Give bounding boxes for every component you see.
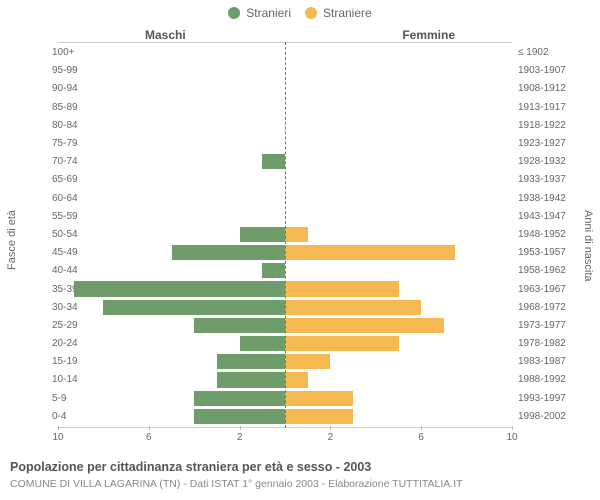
legend: Stranieri Straniere	[0, 6, 600, 20]
male-bar	[240, 227, 285, 242]
pyramid-row: 100+≤ 1902	[58, 44, 512, 62]
pyramid-row: 80-841918-1922	[58, 117, 512, 135]
column-header-male: Maschi	[145, 28, 186, 42]
male-bar	[217, 354, 285, 369]
pyramid-row: 30-341968-1972	[58, 299, 512, 317]
male-bar	[194, 318, 285, 333]
male-bar	[172, 245, 286, 260]
x-tick-label: 2	[328, 432, 334, 443]
female-bar	[285, 245, 455, 260]
male-bar	[240, 336, 285, 351]
pyramid-chart: 100+≤ 190295-991903-190790-941908-191285…	[58, 44, 512, 426]
pyramid-row: 60-641938-1942	[58, 190, 512, 208]
male-bar	[217, 372, 285, 387]
female-bar	[285, 300, 421, 315]
pyramid-row: 90-941908-1912	[58, 80, 512, 98]
male-bar	[74, 281, 285, 296]
x-tick-label: 10	[506, 432, 517, 443]
legend-item-male: Stranieri	[228, 6, 291, 20]
legend-label-female: Straniere	[323, 6, 372, 20]
pyramid-row: 65-691933-1937	[58, 171, 512, 189]
legend-item-female: Straniere	[305, 6, 372, 20]
x-tick-label: 6	[146, 432, 152, 443]
pyramid-row: 75-791923-1927	[58, 135, 512, 153]
female-bar	[285, 372, 308, 387]
x-tick-label: 2	[237, 432, 243, 443]
male-bar	[194, 391, 285, 406]
column-header-female: Femmine	[402, 28, 455, 42]
pyramid-row: 70-741928-1932	[58, 153, 512, 171]
pyramid-row: 0-41998-2002	[58, 408, 512, 426]
pyramid-row: 20-241978-1982	[58, 335, 512, 353]
female-bar	[285, 336, 399, 351]
female-bar	[285, 354, 330, 369]
male-bar	[103, 300, 285, 315]
legend-swatch-male	[228, 7, 240, 19]
legend-label-male: Stranieri	[246, 6, 291, 20]
pyramid-row: 45-491953-1957	[58, 244, 512, 262]
pyramid-row: 85-891913-1917	[58, 99, 512, 117]
female-bar	[285, 409, 353, 424]
female-bar	[285, 227, 308, 242]
pyramid-row: 95-991903-1907	[58, 62, 512, 80]
x-axis: 10622610	[58, 428, 512, 446]
x-tick-mark	[330, 426, 331, 430]
female-bar	[285, 318, 444, 333]
female-bar	[285, 281, 399, 296]
pyramid-row: 5-91993-1997	[58, 390, 512, 408]
pyramid-row: 35-391963-1967	[58, 280, 512, 298]
x-tick-label: 10	[52, 432, 63, 443]
pyramid-row: 15-191983-1987	[58, 353, 512, 371]
y-axis-title-right: Anni di nascita	[582, 210, 594, 282]
female-bar	[285, 391, 353, 406]
x-tick-mark	[149, 426, 150, 430]
x-tick-mark	[240, 426, 241, 430]
x-tick-mark	[512, 426, 513, 430]
x-tick-mark	[421, 426, 422, 430]
male-bar	[194, 409, 285, 424]
chart-title: Popolazione per cittadinanza straniera p…	[10, 460, 371, 474]
x-tick-mark	[58, 426, 59, 430]
pyramid-row: 50-541948-1952	[58, 226, 512, 244]
pyramid-row: 55-591943-1947	[58, 208, 512, 226]
x-tick-label: 6	[418, 432, 424, 443]
chart-subtitle: COMUNE DI VILLA LAGARINA (TN) - Dati IST…	[10, 478, 463, 490]
pyramid-row: 10-141988-1992	[58, 371, 512, 389]
pyramid-row: 40-441958-1962	[58, 262, 512, 280]
male-bar	[262, 263, 285, 278]
pyramid-row: 25-291973-1977	[58, 317, 512, 335]
male-bar	[262, 154, 285, 169]
legend-swatch-female	[305, 7, 317, 19]
y-axis-title-left: Fasce di età	[6, 210, 18, 270]
